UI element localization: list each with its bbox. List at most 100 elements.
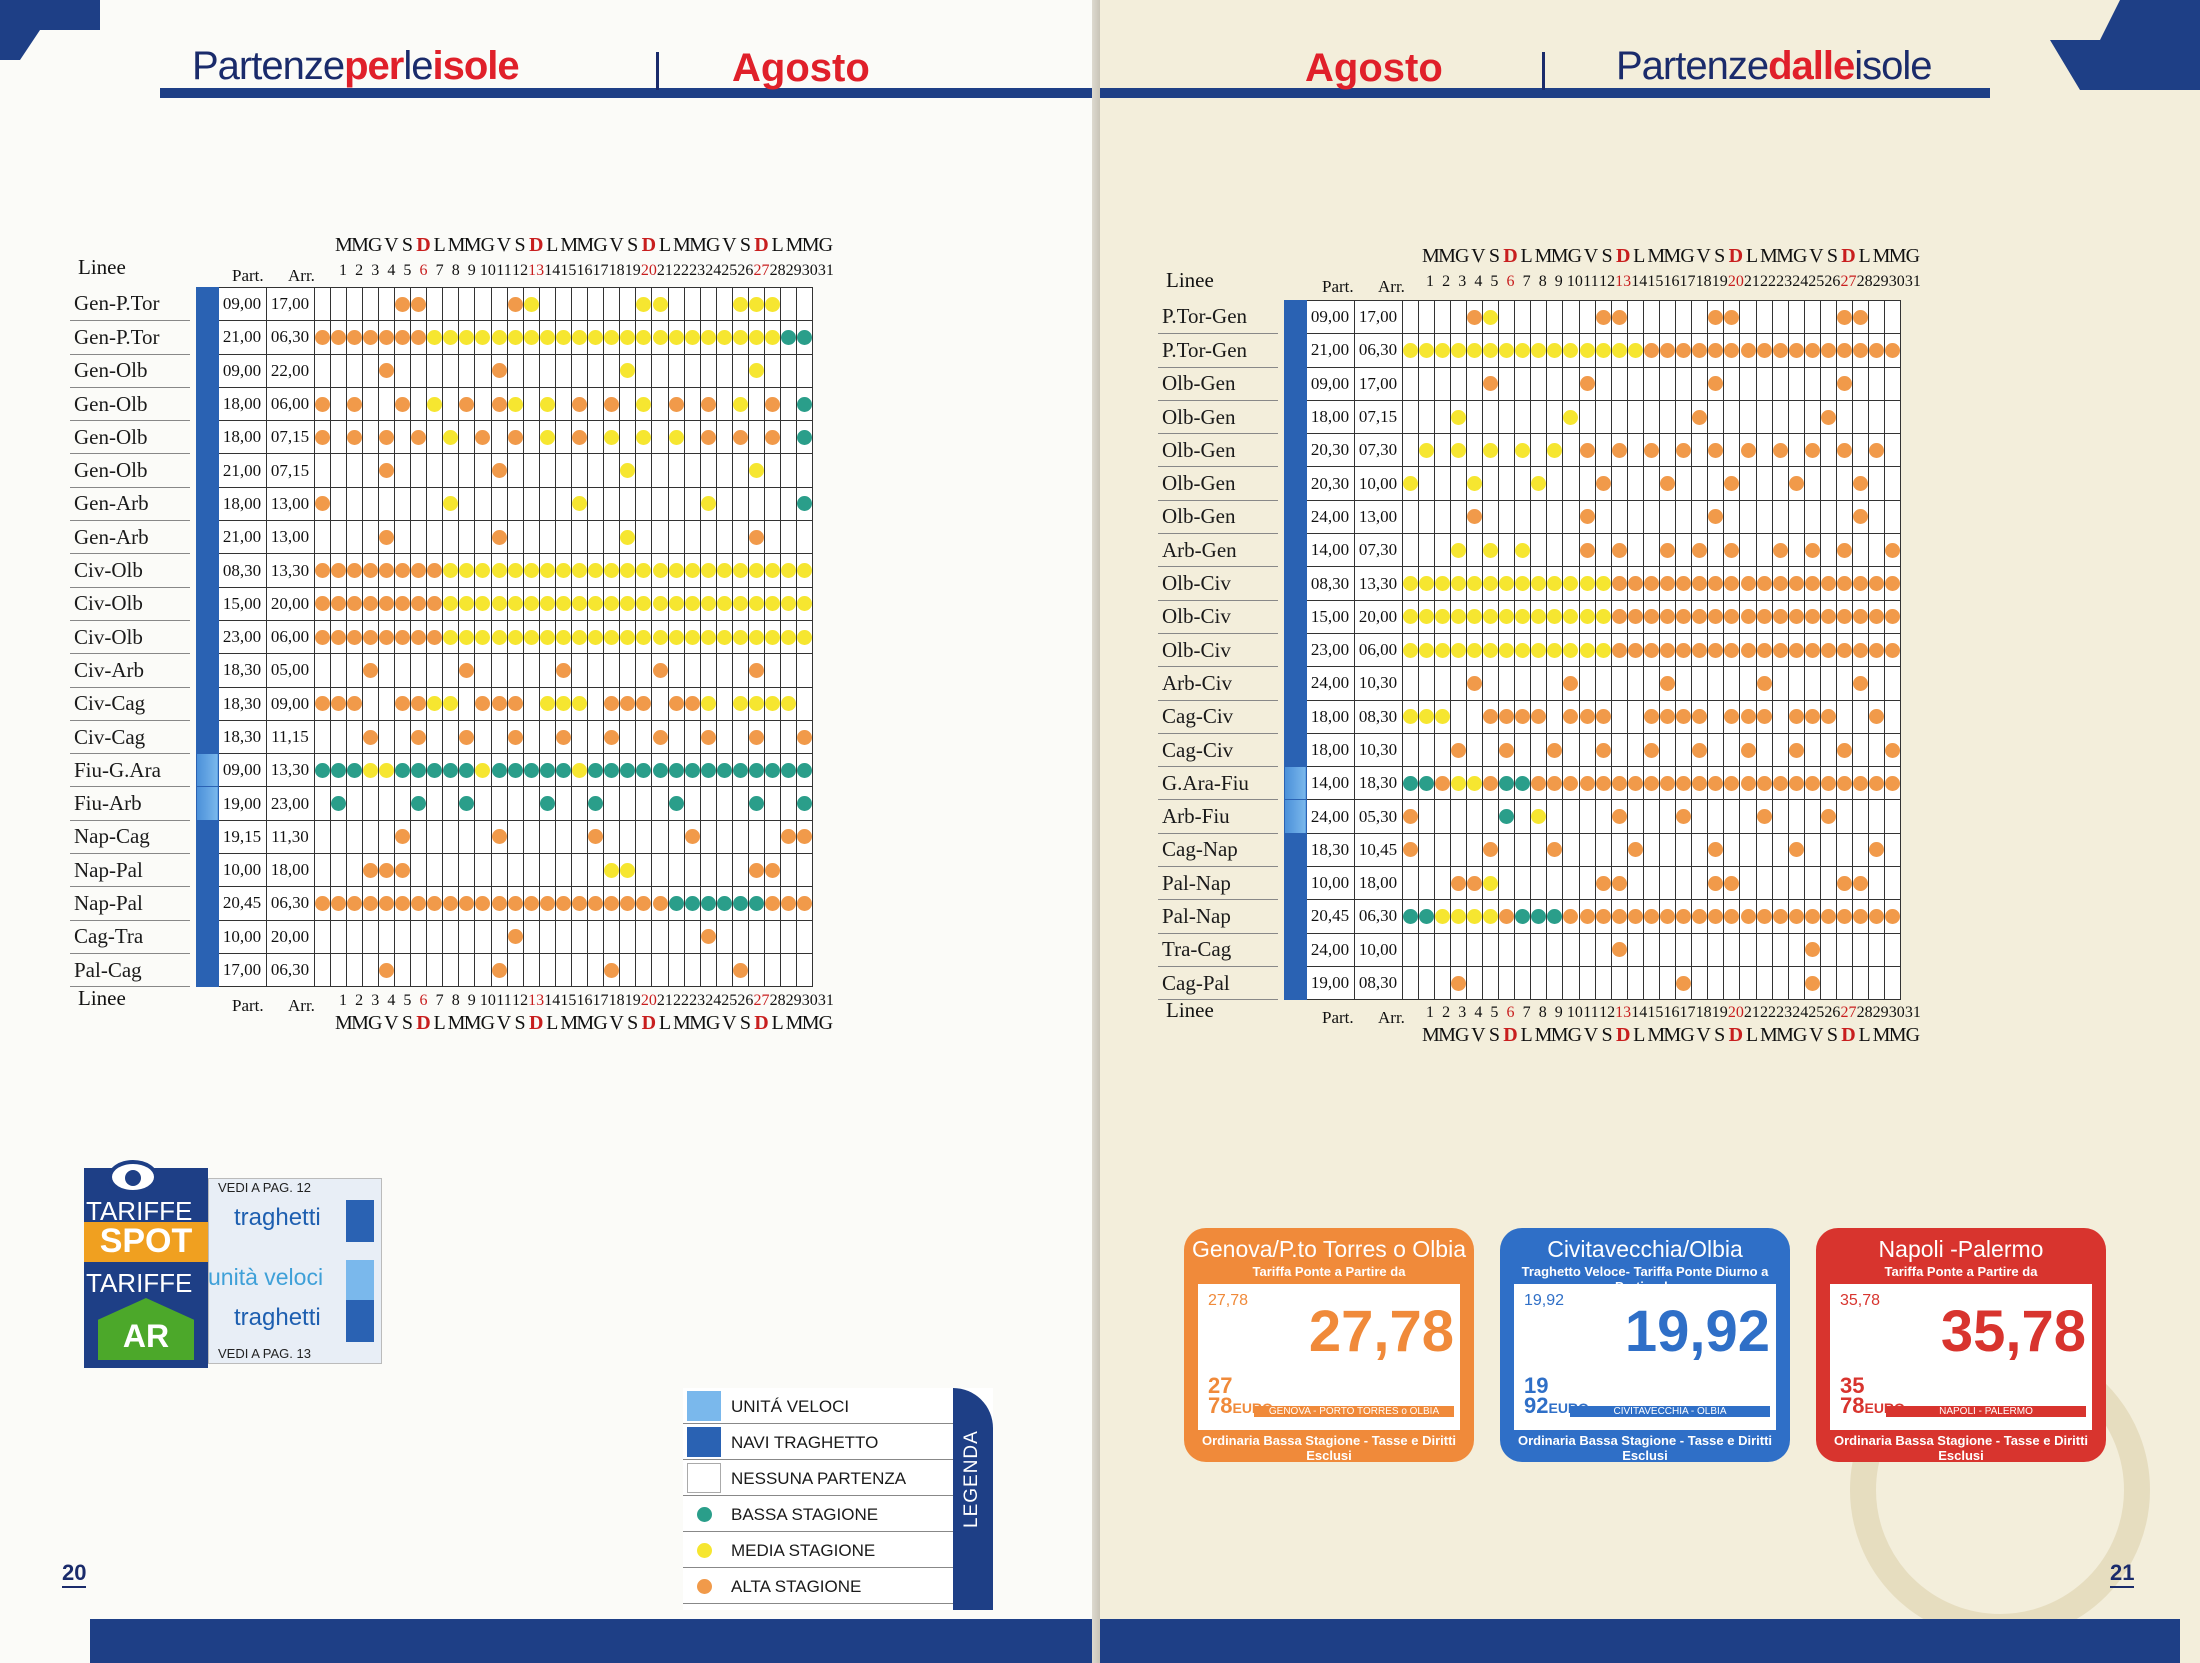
- day-cell: [442, 520, 460, 555]
- route-row: Olb-Gen 18,00 07,15: [1158, 399, 1902, 435]
- day-cell: [1819, 366, 1838, 401]
- tariffe-box[interactable]: TARIFFE SPOT TARIFFE AR VEDI A PAG. 12 t…: [84, 1160, 382, 1372]
- alta-stagione-dot: [765, 862, 781, 878]
- day-cell: [1498, 299, 1516, 335]
- media-stagione-dot: [1434, 709, 1450, 725]
- bassa-stagione-dot: [781, 329, 797, 345]
- page-title-left: Partenzeperleisole: [192, 44, 520, 88]
- day-cell: [651, 320, 669, 355]
- day-cell: [1594, 366, 1612, 401]
- day-cell: [554, 386, 573, 422]
- day-cell: [410, 786, 428, 821]
- day-cell: [1481, 732, 1500, 768]
- day-cell: [1836, 766, 1854, 801]
- day-cell: [426, 320, 444, 355]
- ferry-marker: [195, 353, 219, 388]
- alta-stagione-dot: [1724, 775, 1740, 791]
- day-cell: [426, 420, 444, 455]
- alta-stagione-dot: [395, 596, 411, 612]
- day-cell: [1723, 932, 1741, 967]
- day-number-label: 2: [355, 992, 364, 1009]
- alta-stagione-dot: [491, 696, 507, 712]
- route-row: Gen-Olb 21,00 07,15: [70, 453, 814, 488]
- day-cell: [731, 420, 750, 455]
- link-unita-veloci[interactable]: unità veloci: [208, 1264, 324, 1290]
- day-cell: [345, 619, 363, 655]
- day-cell: [748, 919, 766, 954]
- media-stagione-dot: [475, 563, 491, 579]
- day-cell: [603, 586, 621, 621]
- day-cell: [1836, 299, 1854, 335]
- alta-stagione-dot: [1676, 609, 1692, 625]
- weekday-label: M: [1550, 1024, 1569, 1046]
- link-traghetti-ar[interactable]: traghetti: [234, 1304, 321, 1331]
- ferry-marker: [195, 586, 219, 621]
- day-number-label: 3: [1458, 1004, 1467, 1021]
- tariffe-spot-label: TARIFFE: [86, 1196, 193, 1226]
- day-cell: [426, 686, 444, 721]
- alta-stagione-dot: [604, 696, 620, 712]
- day-cell: [361, 886, 379, 921]
- day-number-label: 25: [1808, 273, 1825, 290]
- day-cell: [1658, 499, 1677, 535]
- day-number-label: 14: [1631, 273, 1648, 290]
- alta-stagione-dot: [1579, 376, 1595, 392]
- day-number-label: 14: [544, 262, 561, 279]
- bassa-stagione-dot: [797, 496, 813, 512]
- day-cell: [764, 853, 782, 888]
- media-stagione-dot: [1531, 609, 1547, 625]
- media-stagione-dot: [1483, 875, 1499, 891]
- weekday-label: D: [1503, 1024, 1518, 1046]
- day-cell: [1578, 466, 1596, 501]
- weekday-label: S: [1488, 245, 1500, 267]
- day-cell: [683, 286, 701, 322]
- arrival-time: 13,30: [265, 553, 315, 588]
- day-cell: [554, 853, 573, 888]
- route-row: Olb-Gen 09,00 17,00: [1158, 366, 1902, 401]
- day-cell: [1868, 533, 1886, 568]
- day-cell: [329, 719, 347, 755]
- day-cell: [345, 886, 363, 921]
- arrival-time: 06,30: [265, 886, 315, 921]
- day-cell: [1819, 433, 1838, 468]
- bassa-stagione-dot: [459, 796, 475, 812]
- day-cell: [780, 586, 798, 621]
- day-cell: [1465, 533, 1483, 568]
- link-traghetti-spot[interactable]: traghetti: [234, 1204, 321, 1231]
- day-cell: [748, 853, 766, 888]
- alta-stagione-dot: [1869, 842, 1885, 858]
- media-stagione-dot: [1466, 476, 1482, 492]
- arrival-time: 10,30: [1353, 732, 1403, 768]
- day-cell: [731, 819, 750, 855]
- day-cell: [1771, 599, 1789, 634]
- day-cell: [313, 520, 331, 555]
- day-cell: [554, 819, 573, 855]
- alta-stagione-dot: [1804, 442, 1820, 458]
- media-stagione-dot: [1579, 642, 1595, 658]
- day-cell: [1868, 566, 1886, 601]
- day-cell: [1610, 799, 1628, 834]
- day-cell: [1739, 899, 1757, 934]
- day-cell: [1546, 899, 1564, 934]
- ferry-marker: [195, 886, 219, 921]
- alta-stagione-dot: [346, 563, 362, 579]
- alta-stagione-dot: [314, 563, 330, 579]
- day-cell: [1836, 832, 1854, 868]
- ticket-face: [1198, 1284, 1460, 1430]
- media-stagione-dot: [1499, 576, 1515, 592]
- day-cell: [699, 886, 717, 921]
- day-cell: [442, 653, 460, 688]
- day-cell: [1562, 832, 1580, 868]
- ticket-napoli-palermo[interactable]: Napoli -Palermo Tariffa Ponte a Partire …: [1816, 1228, 2106, 1462]
- arrival-time: 07,30: [1353, 433, 1403, 468]
- ticket-genova-olbia[interactable]: Genova/P.to Torres o Olbia Tariffa Ponte…: [1184, 1228, 1474, 1462]
- day-cell: [345, 320, 363, 355]
- day-number-label: 17: [1679, 273, 1696, 290]
- ticket-civitavecchia-olbia[interactable]: Civitavecchia/Olbia Traghetto Veloce- Ta…: [1500, 1228, 1790, 1462]
- media-stagione-dot: [604, 629, 620, 645]
- day-cell: [506, 386, 524, 422]
- day-cell: [1819, 899, 1838, 934]
- day-cell: [764, 386, 782, 422]
- lines-footer: Linee: [78, 986, 126, 1010]
- day-cell: [1626, 699, 1644, 734]
